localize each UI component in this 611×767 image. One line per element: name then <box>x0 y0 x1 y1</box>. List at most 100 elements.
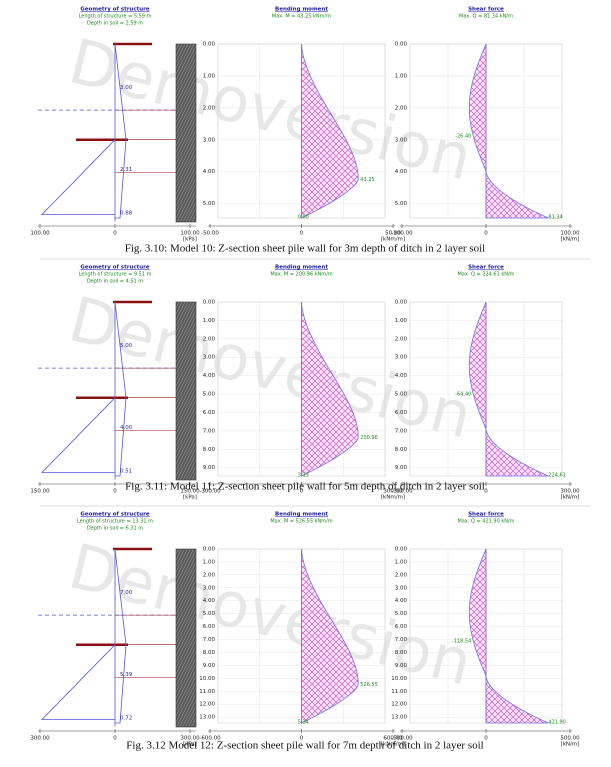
caption: Fig. 3.10: Model 10: Z-section sheet pil… <box>125 243 486 255</box>
diagram-area <box>301 301 359 477</box>
x-tick-label: 300.00 <box>180 736 200 742</box>
active-pressure <box>114 301 127 477</box>
diagram-area <box>301 43 359 219</box>
x-tick-label: 100.00 <box>30 231 50 237</box>
diagram-area <box>301 548 359 724</box>
y-tick-label: 2.00 <box>203 572 216 578</box>
panel-title: Bending moment <box>275 265 328 271</box>
y-tick-label: 2.00 <box>395 105 408 111</box>
y-tick-label: 3.00 <box>203 355 216 361</box>
y-tick-label: 6.00 <box>395 624 408 630</box>
y-tick-label: 2.00 <box>395 572 408 578</box>
value-label: 81.34 <box>548 215 562 221</box>
x-tick-label: 0 <box>484 736 488 742</box>
diagram-area <box>468 548 549 724</box>
y-tick-label: 1.00 <box>395 559 408 565</box>
y-tick-label: 3.00 <box>395 137 408 143</box>
x-tick-label: 0 <box>113 231 117 237</box>
x-tick-label: 100.00 <box>180 231 200 237</box>
y-tick-label: 13.00 <box>199 715 215 721</box>
x-tick-label: -50.00 <box>201 231 219 237</box>
value-label: -118.54 <box>452 639 471 645</box>
y-tick-label: 1.00 <box>395 318 408 324</box>
y-tick-label: 2.00 <box>395 336 408 342</box>
value-label: -26.40 <box>455 134 471 140</box>
y-tick-label: 0.00 <box>203 300 216 306</box>
passive-pressure <box>41 644 116 720</box>
y-tick-label: 5.00 <box>203 611 216 617</box>
panel-subtitle: Max. Q = 421.90 kN/m <box>457 519 514 525</box>
passive-pressure <box>41 139 116 215</box>
value-label: 200.96 <box>360 435 378 441</box>
caption: Fig. 3.12 Model 12: Z-section sheet pile… <box>126 740 483 752</box>
y-tick-label: 12.00 <box>391 702 407 708</box>
y-tick-label: 13.00 <box>391 715 407 721</box>
x-tick-label: 150.00 <box>180 489 200 495</box>
panel-title: Geometry of structure <box>80 7 149 13</box>
x-tick-label: 500.00 <box>560 736 580 742</box>
panel-title: Shear force <box>468 512 504 518</box>
sheet-pile-wall <box>175 43 197 223</box>
y-tick-label: 0.00 <box>395 42 408 48</box>
y-tick-label: 9.00 <box>203 663 216 669</box>
panel-subtitle: Max. M = 200.96 kNm/m <box>270 272 332 278</box>
x-tick-label: 0 <box>300 736 304 742</box>
y-tick-label: 3.00 <box>203 585 216 591</box>
pressure-label: 3.00 <box>120 85 133 91</box>
panel-subtitle: Max. M = 526.55 kNm/m <box>270 519 332 525</box>
caption: Fig. 3.11: Model 11: Z-section sheet pil… <box>125 481 485 493</box>
pressure-label: 5.39 <box>120 672 133 678</box>
y-tick-label: 8.00 <box>395 447 408 453</box>
y-tick-label: 2.00 <box>203 105 216 111</box>
x-tick-label: 0 <box>300 231 304 237</box>
active-pressure <box>114 43 127 219</box>
active-pressure <box>114 548 127 724</box>
axis-unit: [kN/m] <box>561 742 580 748</box>
y-tick-label: 6.00 <box>395 410 408 416</box>
panel-subtitle: Length of structure = 13.31 m <box>77 519 153 525</box>
diagram-area <box>468 301 549 477</box>
y-tick-label: 7.00 <box>395 637 408 643</box>
passive-pressure <box>41 397 116 473</box>
y-tick-label: 0.00 <box>395 547 408 553</box>
panel-subtitle: Length of structure = 9.51 m <box>79 272 152 278</box>
x-tick-label: 0 <box>484 231 488 237</box>
y-tick-label: 1.00 <box>395 73 408 79</box>
y-tick-label: 0.00 <box>203 42 216 48</box>
axis-unit: [kPa] <box>183 237 197 243</box>
x-tick-label: -300.00 <box>391 489 413 495</box>
x-tick-label: -600.00 <box>199 736 221 742</box>
y-tick-label: 4.00 <box>203 169 216 175</box>
panel-subtitle: Depth in soil = 6.31 m <box>87 526 143 532</box>
y-tick-label: 4.00 <box>203 598 216 604</box>
y-tick-label: 4.00 <box>395 169 408 175</box>
x-tick-label: -100.00 <box>391 231 413 237</box>
y-tick-label: 7.00 <box>395 428 408 434</box>
y-tick-label: 5.00 <box>395 201 408 207</box>
y-tick-label: 7.00 <box>203 428 216 434</box>
pressure-label: 2.31 <box>120 167 132 173</box>
pressure-label: 0.72 <box>120 715 132 721</box>
y-tick-label: 2.00 <box>203 336 216 342</box>
y-tick-label: 8.00 <box>203 650 216 656</box>
value-label: 0.00 <box>298 215 309 221</box>
panel-subtitle: Max. M = 43.25 kNm/m <box>272 14 331 20</box>
y-tick-label: 8.00 <box>395 650 408 656</box>
y-tick-label: 9.00 <box>395 663 408 669</box>
pressure-label: 0.88 <box>120 210 133 216</box>
sheet-pile-wall <box>175 548 197 728</box>
axis-unit: [kN/m] <box>561 495 580 501</box>
axis-unit: [kPa] <box>183 742 197 748</box>
panel-subtitle: Depth in soil = 2.59 m <box>87 21 143 27</box>
y-tick-label: 5.00 <box>203 201 216 207</box>
x-tick-label: 0 <box>113 736 117 742</box>
x-tick-label: 150.00 <box>30 489 50 495</box>
y-tick-label: 6.00 <box>203 410 216 416</box>
y-tick-label: 1.00 <box>203 559 216 565</box>
x-tick-label: 300.00 <box>383 489 403 495</box>
panel-subtitle: Max. Q = 81.34 kN/m <box>459 14 513 20</box>
y-tick-label: 1.00 <box>203 73 216 79</box>
y-tick-label: 5.00 <box>395 392 408 398</box>
value-label: 421.90 <box>548 720 566 726</box>
